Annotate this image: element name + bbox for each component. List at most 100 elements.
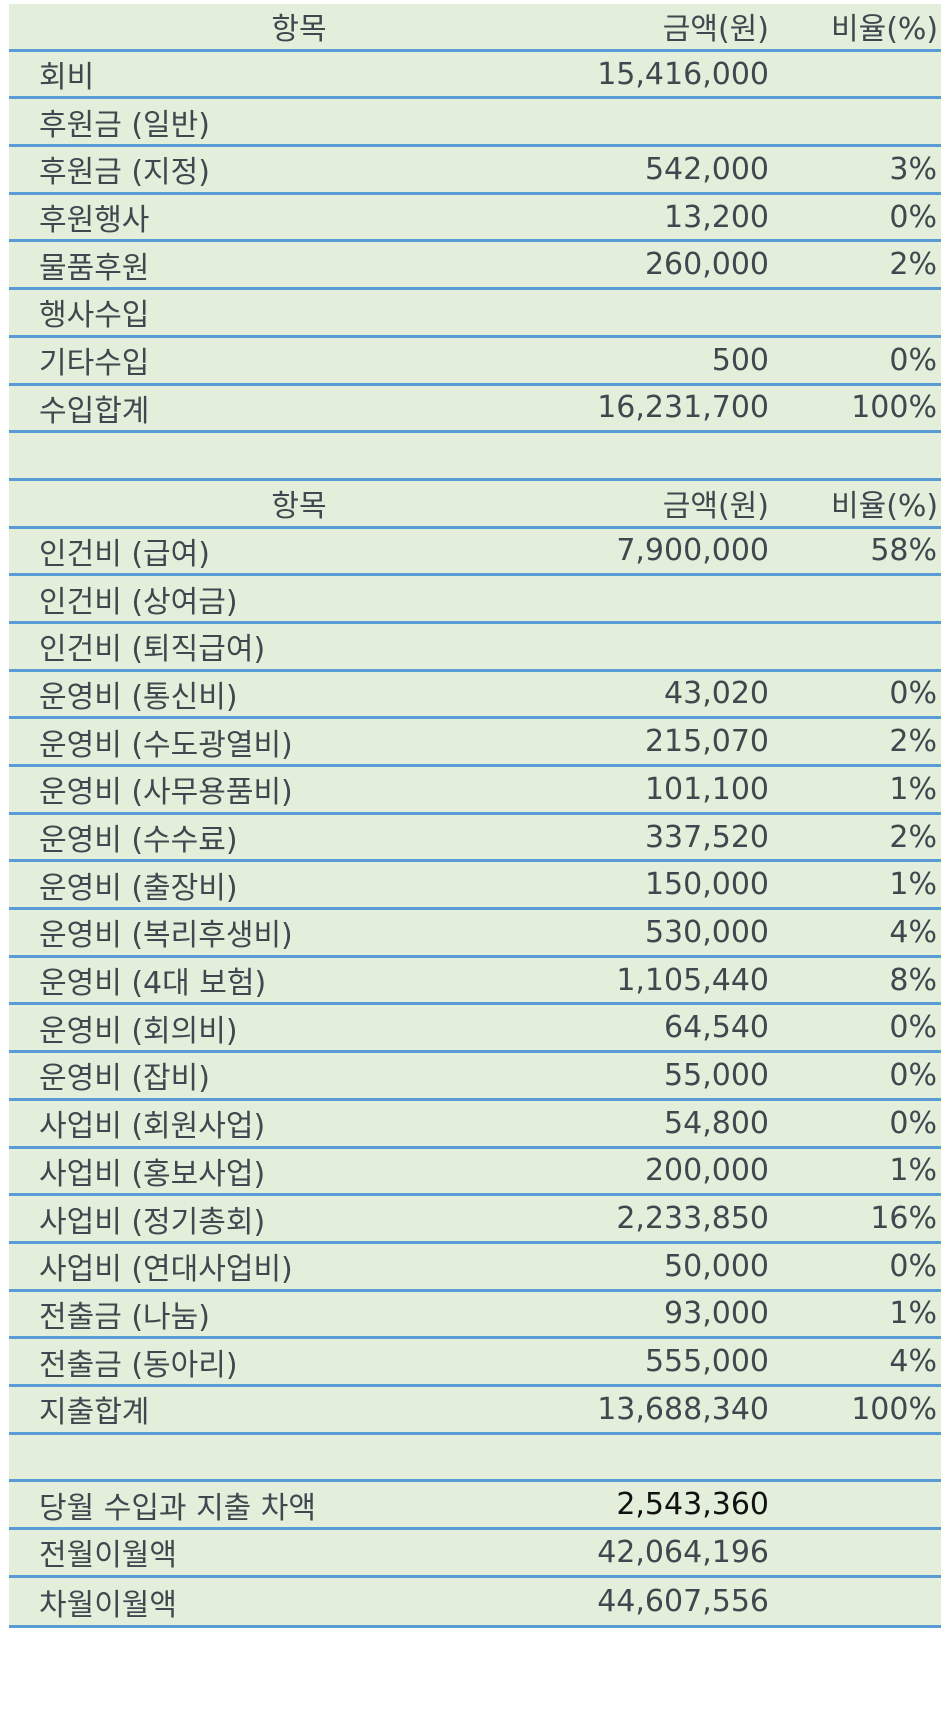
table-row: 인건비 (급여) 7,900,000 58% [9, 529, 941, 577]
table-row: 후원금 (일반) [9, 99, 941, 148]
table-row: 운영비 (수수료) 337,520 2% [9, 815, 941, 863]
row-amount: 555,000 [644, 1344, 769, 1380]
header-ratio: 비율(%) [831, 489, 939, 525]
row-ratio: 1% [889, 1153, 937, 1189]
row-label: 기타수입 [39, 346, 150, 382]
row-amount: 44,607,556 [597, 1584, 769, 1620]
table-row: 기타수입 500 0% [9, 338, 941, 386]
row-ratio: 100% [851, 1391, 937, 1427]
table-row: 운영비 (수도광열비) 215,070 2% [9, 719, 941, 767]
table-row: 운영비 (복리후생비) 530,000 4% [9, 910, 941, 958]
row-ratio: 0% [889, 1057, 937, 1093]
row-amount: 2,543,360 [616, 1487, 769, 1523]
row-ratio: 0% [889, 1010, 937, 1046]
table-row: 운영비 (통신비) 43,020 0% [9, 672, 941, 720]
row-label: 운영비 (사무용품비) [39, 775, 293, 811]
row-amount: 150,000 [644, 867, 769, 903]
row-label: 운영비 (4대 보험) [39, 966, 267, 1002]
row-amount: 337,520 [644, 819, 769, 855]
row-amount: 1,105,440 [616, 962, 769, 998]
row-amount: 2,233,850 [616, 1201, 769, 1237]
row-amount: 43,020 [664, 676, 769, 712]
row-label: 사업비 (연대사업비) [39, 1252, 293, 1288]
row-ratio: 16% [870, 1201, 937, 1237]
row-amount: 55,000 [664, 1057, 769, 1093]
row-label: 사업비 (정기총회) [39, 1204, 266, 1240]
row-label: 전출금 (나눔) [39, 1299, 210, 1335]
row-ratio: 4% [889, 914, 937, 950]
table-row: 후원행사 13,200 0% [9, 195, 941, 243]
row-label: 당월 수입과 지출 차액 [39, 1490, 317, 1526]
expense-total-row: 지출합계 13,688,340 100% [9, 1387, 941, 1435]
table-row: 회비 15,416,000 [9, 52, 941, 100]
table-row: 운영비 (사무용품비) 101,100 1% [9, 767, 941, 815]
row-ratio: 0% [889, 1248, 937, 1284]
income-total-row: 수입합계 16,231,700 100% [9, 386, 941, 434]
row-ratio: 2% [889, 819, 937, 855]
row-label: 후원금 (지정) [39, 155, 210, 191]
row-label: 행사수입 [39, 298, 150, 334]
table-row: 후원금 (지정) 542,000 3% [9, 147, 941, 195]
header-amount: 금액(원) [662, 489, 769, 525]
summary-row-next-balance: 차월이월액 44,607,556 [9, 1578, 941, 1626]
income-header-row: 항목 금액(원) 비율(%) [9, 4, 941, 52]
row-label: 운영비 (잡비) [39, 1061, 210, 1097]
row-label: 운영비 (통신비) [39, 679, 238, 715]
row-amount: 500 [711, 342, 769, 378]
row-amount: 7,900,000 [616, 533, 769, 569]
summary-row-difference: 당월 수입과 지출 차액 2,543,360 [9, 1482, 941, 1530]
row-amount: 42,064,196 [597, 1534, 769, 1570]
table-row: 행사수입 [9, 290, 941, 338]
spacer-row [9, 1434, 941, 1483]
spacer-row [9, 433, 941, 481]
table-row: 운영비 (4대 보험) 1,105,440 8% [9, 958, 941, 1006]
table-row: 물품후원 260,000 2% [9, 242, 941, 291]
row-amount: 15,416,000 [597, 56, 769, 92]
table-row: 운영비 (출장비) 150,000 1% [9, 862, 941, 911]
table-row: 인건비 (상여금) [9, 576, 941, 624]
row-ratio: 2% [889, 247, 937, 283]
row-amount: 54,800 [664, 1105, 769, 1141]
row-label: 차월이월액 [39, 1587, 177, 1623]
row-label: 전출금 (동아리) [39, 1347, 238, 1383]
table-row: 운영비 (회의비) 64,540 0% [9, 1005, 941, 1054]
row-ratio: 1% [889, 771, 937, 807]
row-label: 회비 [39, 60, 95, 96]
row-ratio: 3% [889, 151, 937, 187]
row-label: 운영비 (수수료) [39, 823, 238, 859]
row-amount: 530,000 [644, 914, 769, 950]
table-row: 전출금 (나눔) 93,000 1% [9, 1292, 941, 1340]
row-ratio: 0% [889, 676, 937, 712]
row-label: 지출합계 [39, 1395, 150, 1431]
table-row: 사업비 (홍보사업) 200,000 1% [9, 1149, 941, 1197]
row-amount: 13,688,340 [597, 1391, 769, 1427]
row-amount: 215,070 [644, 724, 769, 760]
table-row: 사업비 (연대사업비) 50,000 0% [9, 1244, 941, 1292]
row-ratio: 58% [870, 533, 937, 569]
row-ratio: 100% [851, 390, 937, 426]
row-amount: 13,200 [664, 199, 769, 235]
row-amount: 542,000 [644, 151, 769, 187]
row-amount: 260,000 [644, 247, 769, 283]
row-ratio: 8% [889, 962, 937, 998]
row-label: 전월이월액 [39, 1538, 177, 1574]
row-ratio: 0% [889, 199, 937, 235]
row-amount: 93,000 [664, 1296, 769, 1332]
table-row: 사업비 (정기총회) 2,233,850 16% [9, 1196, 941, 1244]
table-row: 전출금 (동아리) 555,000 4% [9, 1339, 941, 1387]
header-item: 항목 [271, 12, 327, 48]
row-label: 운영비 (출장비) [39, 870, 238, 906]
row-ratio: 2% [889, 724, 937, 760]
summary-row-previous-balance: 전월이월액 42,064,196 [9, 1530, 941, 1578]
header-amount: 금액(원) [662, 12, 769, 48]
row-ratio: 4% [889, 1344, 937, 1380]
row-amount: 101,100 [644, 771, 769, 807]
table-row: 사업비 (회원사업) 54,800 0% [9, 1101, 941, 1149]
row-label: 사업비 (홍보사업) [39, 1156, 266, 1192]
row-label: 수입합계 [39, 393, 150, 429]
finance-table: 항목 금액(원) 비율(%) 회비 15,416,000 후원금 (일반) 후원금… [9, 4, 941, 1629]
header-item: 항목 [271, 489, 327, 525]
row-amount: 16,231,700 [597, 390, 769, 426]
row-ratio: 0% [889, 1105, 937, 1141]
row-label: 인건비 (퇴직급여) [39, 632, 266, 668]
